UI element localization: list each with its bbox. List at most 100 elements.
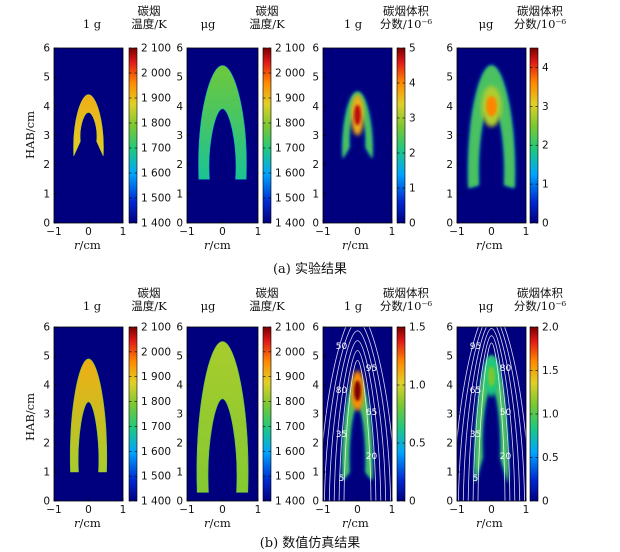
plot-area: 50 95 80 65 35 20 5 bbox=[323, 327, 392, 501]
colorbar bbox=[396, 47, 406, 224]
y-tick-label: 6 bbox=[43, 322, 50, 334]
colorbar-tick-label: 1 600 bbox=[275, 168, 305, 180]
colorbar-tick-label: 0 bbox=[542, 218, 549, 230]
colorbar-tick-label: 0.5 bbox=[409, 438, 426, 450]
y-tick-label: 5 bbox=[312, 72, 319, 84]
y-tick-label: 3 bbox=[43, 409, 50, 421]
y-tick-label: 6 bbox=[446, 322, 453, 334]
x-tick-label: 1 bbox=[523, 504, 530, 516]
colorbar-title-line1: 碳烟 bbox=[255, 286, 279, 300]
y-tick-label: 4 bbox=[446, 380, 453, 392]
colorbar-tick-label: 2 bbox=[542, 140, 549, 152]
colorbar-tick-label: 1 400 bbox=[275, 218, 305, 230]
x-tick-label: 0 bbox=[219, 226, 226, 238]
plot-area bbox=[73, 94, 104, 157]
contour-line bbox=[457, 327, 526, 501]
contour-label: 50 bbox=[336, 342, 348, 352]
y-tick-label: 1 bbox=[176, 188, 183, 200]
y-tick-label: 3 bbox=[312, 409, 319, 421]
flame-soot-region bbox=[73, 94, 104, 157]
colorbar-tick-label: 5 bbox=[409, 43, 416, 55]
y-tick-label: 4 bbox=[43, 101, 50, 113]
colorbar-tick-label: 1 500 bbox=[275, 471, 305, 483]
contour-label: 65 bbox=[366, 408, 377, 418]
colorbar-tick-label: 1.0 bbox=[409, 380, 426, 392]
y-tick-label: 6 bbox=[312, 322, 319, 334]
colorbar-tick-label: 1 600 bbox=[141, 168, 171, 180]
colorbar-tick-label: 1 800 bbox=[275, 118, 305, 130]
plot-background bbox=[54, 48, 123, 223]
colorbar bbox=[396, 326, 406, 502]
contour-label: 95 bbox=[470, 342, 481, 352]
gravity-label-b1: 1 g bbox=[82, 299, 102, 313]
y-tick-label: 3 bbox=[312, 130, 319, 142]
colorbar-tick-label: 1 700 bbox=[141, 421, 171, 433]
colorbar-title-line2: 温度/K bbox=[131, 299, 167, 313]
soot-peak-zone bbox=[354, 380, 361, 401]
colorbar-tick-label: 1.5 bbox=[542, 365, 559, 377]
colorbar-tick-label: 3 bbox=[542, 101, 549, 113]
flame-soot-region bbox=[196, 341, 249, 493]
contour-label: 80 bbox=[336, 386, 348, 396]
colorbar-tick-label: 2 100 bbox=[275, 322, 305, 334]
y-tick-label: 5 bbox=[312, 351, 319, 363]
colorbar-tick-label: 2 100 bbox=[141, 322, 171, 334]
x-tick-label: 1 bbox=[120, 504, 127, 516]
colorbar-title-line2: 温度/K bbox=[249, 299, 285, 313]
gravity-label-a3: 1 g bbox=[343, 17, 363, 31]
contour-label: 50 bbox=[500, 408, 512, 418]
y-tick-label: 4 bbox=[312, 380, 319, 392]
contour-line bbox=[472, 335, 511, 501]
x-tick-label: 1 bbox=[255, 504, 262, 516]
x-axis-label-a4: r/cm bbox=[476, 238, 503, 252]
y-tick-label: 0 bbox=[176, 218, 183, 230]
colorbar-tick-label: 1 700 bbox=[141, 143, 171, 155]
y-tick-label: 2 bbox=[446, 438, 453, 450]
colorbar-tick-label: 3 bbox=[409, 113, 416, 125]
y-tick-label: 3 bbox=[176, 130, 183, 142]
colorbar-title-a1: 碳烟 温度/K bbox=[126, 5, 172, 31]
y-tick-label: 6 bbox=[446, 43, 453, 55]
x-axis-label-a2: r/cm bbox=[204, 238, 231, 252]
colorbar-title-line2: 分数/10⁻⁶ bbox=[513, 299, 567, 313]
colorbar-tick-label: 1 500 bbox=[141, 471, 171, 483]
y-axis-label-b: HAB/cm bbox=[23, 392, 38, 442]
y-tick-label: 2 bbox=[312, 438, 319, 450]
colorbar-title-line2: 分数/10⁻⁶ bbox=[379, 17, 433, 31]
contour-line bbox=[457, 327, 526, 445]
y-tick-label: 0 bbox=[446, 218, 453, 230]
y-tick-label: 1 bbox=[446, 188, 453, 200]
x-tick-label: −1 bbox=[46, 226, 61, 238]
y-tick-label: 5 bbox=[43, 351, 50, 363]
y-tick-label: 3 bbox=[446, 409, 453, 421]
gravity-label-a4: μg bbox=[478, 17, 494, 31]
colorbar-title-b4: 碳烟体积 分数/10⁻⁶ bbox=[504, 287, 576, 313]
y-tick-label: 2 bbox=[43, 159, 50, 171]
colorbar-tick-label: 1 800 bbox=[141, 396, 171, 408]
x-axis-var: r bbox=[476, 238, 482, 252]
colorbar-tick-label: 0 bbox=[409, 496, 416, 508]
plot-area bbox=[468, 65, 515, 188]
contour-label: 35 bbox=[336, 430, 347, 440]
y-tick-label: 4 bbox=[176, 380, 183, 392]
colorbar-tick-label: 2 000 bbox=[141, 68, 171, 80]
y-tick-label: 6 bbox=[43, 43, 50, 55]
colorbar-tick-label: 2.0 bbox=[542, 322, 559, 334]
colorbar-tick-label: 1.5 bbox=[409, 322, 426, 334]
x-axis-label-b4: r/cm bbox=[476, 516, 503, 530]
x-axis-unit: /cm bbox=[79, 516, 101, 530]
colorbar-tick-label: 0 bbox=[542, 496, 549, 508]
colorbar-title-line2: 分数/10⁻⁶ bbox=[513, 17, 567, 31]
x-tick-label: 1 bbox=[120, 226, 127, 238]
soot-peak-zone bbox=[487, 366, 496, 387]
y-tick-label: 2 bbox=[176, 159, 183, 171]
x-axis-unit: /cm bbox=[481, 516, 503, 530]
y-tick-label: 4 bbox=[43, 380, 50, 392]
colorbar-tick-label: 4 bbox=[542, 62, 549, 74]
x-tick-label: −1 bbox=[315, 504, 330, 516]
plot-area bbox=[69, 358, 108, 473]
